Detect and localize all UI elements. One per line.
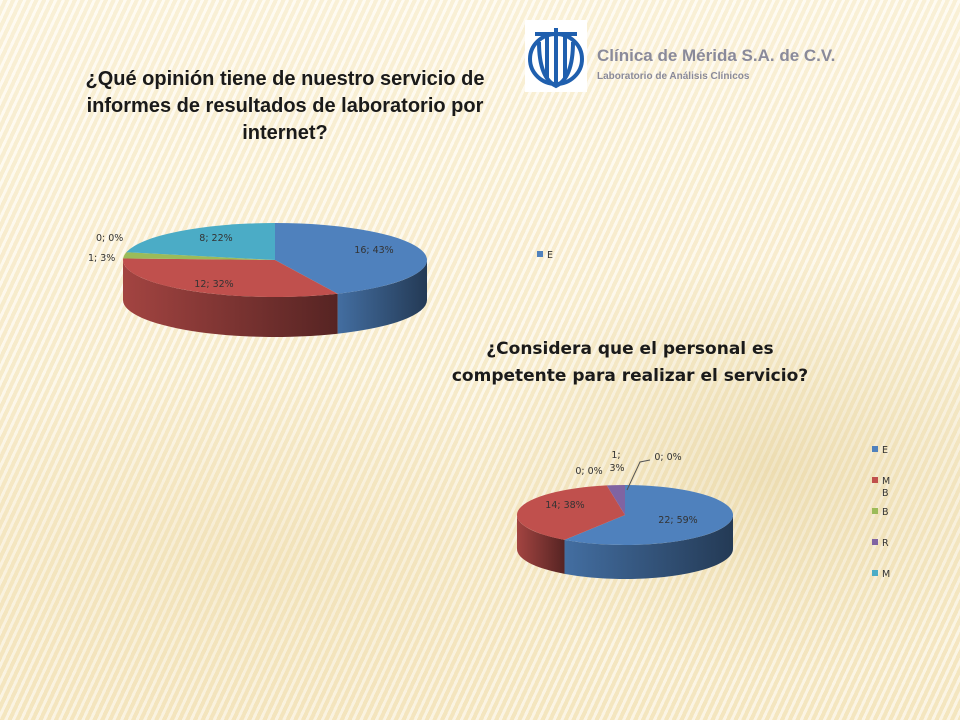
pie1-slice-e	[275, 223, 428, 294]
pie2-slice-m-b	[517, 485, 625, 540]
pie-chart-1: 16; 43% 12; 32% 1; 3% 0; 0% 8; 22% E	[88, 223, 553, 337]
data-label: 1;	[611, 450, 620, 461]
pie1-side-1	[123, 260, 338, 337]
pie1-slice-m-b	[123, 258, 338, 297]
data-label: 12; 32%	[194, 279, 233, 290]
legend-swatch	[537, 251, 543, 257]
legend-label: E	[882, 445, 888, 456]
legend-swatch	[872, 570, 878, 576]
legend-swatch	[872, 446, 878, 452]
clinic-logo-icon	[525, 20, 587, 92]
legend-label: B	[882, 488, 889, 499]
legend-swatch	[872, 539, 878, 545]
pie2-side-0	[564, 515, 733, 580]
data-label: 0; 0%	[575, 466, 602, 477]
pie2-side-1	[517, 515, 565, 574]
legend-label: M	[882, 476, 890, 487]
data-label: 22; 59%	[658, 515, 697, 526]
pie1-side-0	[337, 260, 427, 334]
legend-label: B	[882, 507, 889, 518]
leader-line	[626, 459, 651, 491]
legend-swatch	[872, 477, 878, 483]
data-label: 1; 3%	[88, 253, 115, 264]
data-label: 8; 22%	[199, 233, 232, 244]
chart1-title: ¿Qué opinión tiene de nuestro servicio d…	[85, 68, 485, 144]
legend-label: E	[547, 250, 553, 261]
pie1-slice-b	[123, 252, 275, 260]
chart2-title: ¿Considera que el personal es competente…	[451, 339, 809, 386]
legend-label: M	[882, 569, 890, 580]
data-label: 16; 43%	[354, 245, 393, 256]
brand-name: Clínica de Mérida S.A. de C.V.	[597, 46, 836, 65]
pie2-slice-e	[564, 485, 734, 545]
data-label: 0; 0%	[96, 233, 123, 244]
legend-label: R	[882, 538, 889, 549]
brand-subtitle: Laboratorio de Análisis Clínicos	[597, 71, 750, 82]
pie1-slice-m	[126, 223, 275, 260]
pie2-slice-r	[606, 485, 625, 515]
data-label: 14; 38%	[545, 500, 584, 511]
data-label: 0; 0%	[654, 452, 681, 463]
legend-swatch	[872, 508, 878, 514]
data-label: 3%	[609, 463, 624, 474]
